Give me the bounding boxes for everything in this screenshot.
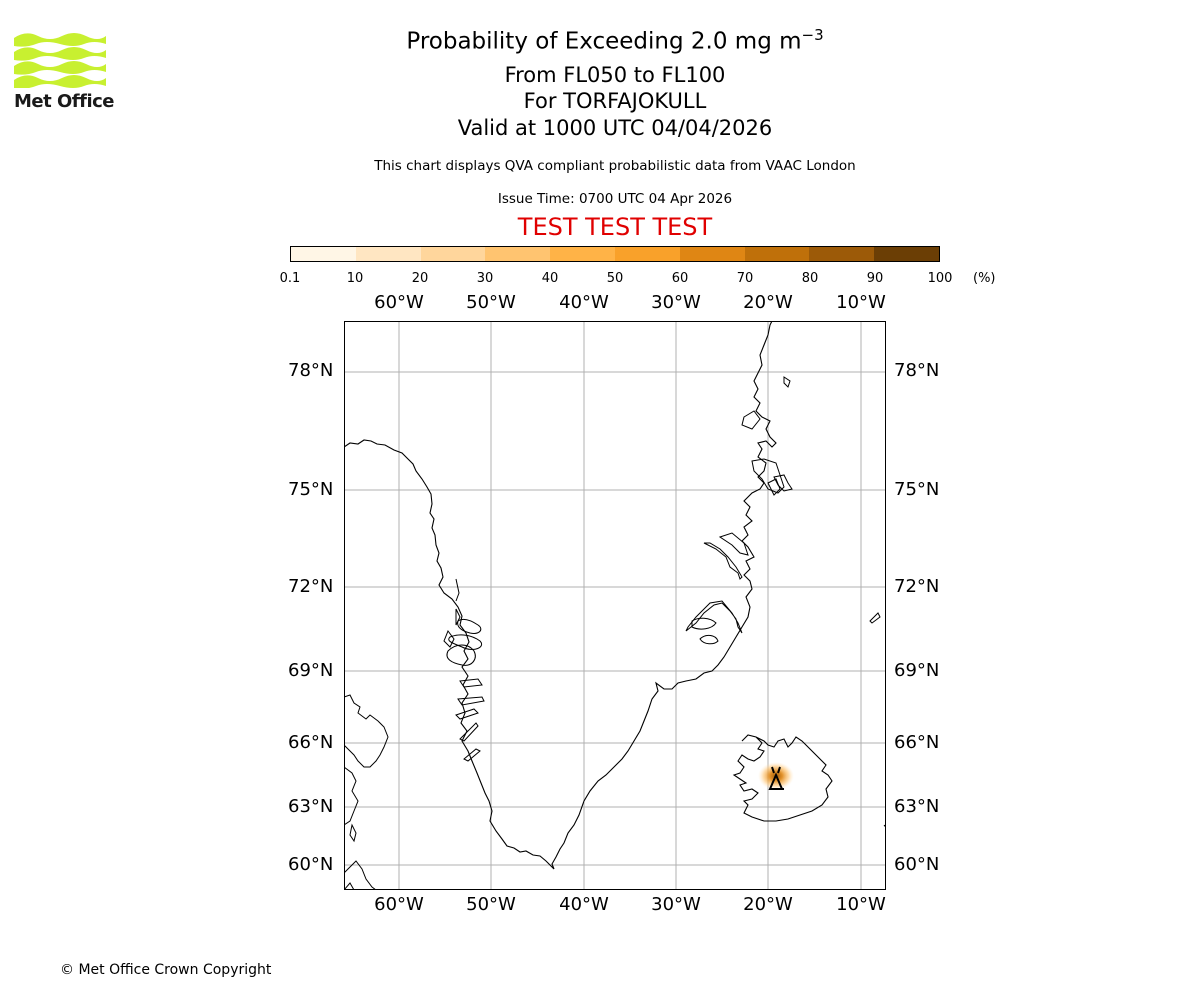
graticule bbox=[344, 321, 886, 890]
lat-label: 60°N bbox=[288, 854, 334, 875]
title-exponent: −3 bbox=[801, 26, 824, 44]
lon-label: 40°W bbox=[559, 292, 609, 313]
map bbox=[344, 321, 886, 890]
lon-label: 30°W bbox=[651, 894, 701, 915]
lat-label: 75°N bbox=[288, 479, 334, 500]
lon-label: 40°W bbox=[559, 894, 609, 915]
colorbar-segment bbox=[355, 247, 421, 261]
colorbar-tick-label: 60 bbox=[671, 271, 689, 286]
lat-label: 72°N bbox=[894, 576, 940, 597]
lon-label: 60°W bbox=[374, 292, 424, 313]
volcano-icon bbox=[768, 766, 784, 790]
valid-time: Valid at 1000 UTC 04/04/2026 bbox=[457, 116, 773, 140]
lon-label: 20°W bbox=[743, 292, 793, 313]
colorbar-tick-label: 20 bbox=[411, 271, 429, 286]
colorbar-tick-label: 70 bbox=[736, 271, 754, 286]
lon-label: 10°W bbox=[836, 894, 886, 915]
colorbar-tick-label: 40 bbox=[541, 271, 559, 286]
lat-label: 66°N bbox=[288, 732, 334, 753]
lat-label: 69°N bbox=[288, 660, 334, 681]
colorbar-tick-label: 90 bbox=[866, 271, 884, 286]
lat-label: 78°N bbox=[894, 360, 940, 381]
colorbar-segment bbox=[679, 247, 745, 261]
colorbar-segment bbox=[291, 247, 356, 261]
logo-text: Met Office bbox=[14, 91, 115, 112]
colorbar-tick-label: 80 bbox=[801, 271, 819, 286]
map-frame bbox=[344, 321, 886, 890]
lat-label: 75°N bbox=[894, 479, 940, 500]
lat-label: 60°N bbox=[894, 854, 940, 875]
colorbar-segment bbox=[744, 247, 810, 261]
colorbar-tick-label: 30 bbox=[476, 271, 494, 286]
met-office-waves-icon bbox=[14, 33, 106, 88]
colorbar bbox=[290, 246, 940, 262]
volcano-name: For TORFAJOKULL bbox=[523, 89, 707, 113]
test-banner: TEST TEST TEST bbox=[517, 213, 713, 241]
canada-coast bbox=[344, 694, 389, 890]
colorbar-tick-label: 100 bbox=[927, 271, 953, 286]
lat-label: 72°N bbox=[288, 576, 334, 597]
lon-label: 10°W bbox=[836, 292, 886, 313]
lat-label: 78°N bbox=[288, 360, 334, 381]
colorbar-segment bbox=[809, 247, 875, 261]
chart-title: Probability of Exceeding 2.0 mg m−3 bbox=[0, 26, 1200, 55]
colorbar-segment bbox=[420, 247, 486, 261]
data-note: This chart displays QVA compliant probab… bbox=[374, 158, 856, 174]
lon-label: 50°W bbox=[466, 894, 516, 915]
iceland-coast bbox=[732, 734, 833, 822]
level-range: From FL050 to FL100 bbox=[504, 63, 726, 87]
lat-label: 69°N bbox=[894, 660, 940, 681]
lat-label: 63°N bbox=[288, 796, 334, 817]
colorbar-segment bbox=[550, 247, 615, 261]
issue-time: Issue Time: 0700 UTC 04 Apr 2026 bbox=[497, 191, 733, 207]
colorbar-tick-label: 10 bbox=[346, 271, 364, 286]
lon-label: 50°W bbox=[466, 292, 516, 313]
copyright: © Met Office Crown Copyright bbox=[60, 962, 272, 978]
greenland-islands bbox=[443, 578, 485, 762]
colorbar-tick-label: 0.1 bbox=[279, 271, 301, 286]
lon-label: 30°W bbox=[651, 292, 701, 313]
lon-label: 60°W bbox=[374, 894, 424, 915]
colorbar-segment bbox=[485, 247, 551, 261]
lon-label: 20°W bbox=[743, 894, 793, 915]
greenland-west-coast bbox=[344, 321, 777, 870]
lat-label: 66°N bbox=[894, 732, 940, 753]
colorbar-tick-label: 50 bbox=[606, 271, 624, 286]
colorbar-segment bbox=[874, 247, 939, 261]
greenland-east-fjords bbox=[685, 376, 793, 645]
colorbar-unit: (%) bbox=[973, 271, 996, 286]
jan-mayen bbox=[869, 612, 881, 624]
title-main: Probability of Exceeding 2.0 mg m bbox=[406, 28, 802, 55]
colorbar-segment bbox=[614, 247, 680, 261]
lat-label: 63°N bbox=[894, 796, 940, 817]
